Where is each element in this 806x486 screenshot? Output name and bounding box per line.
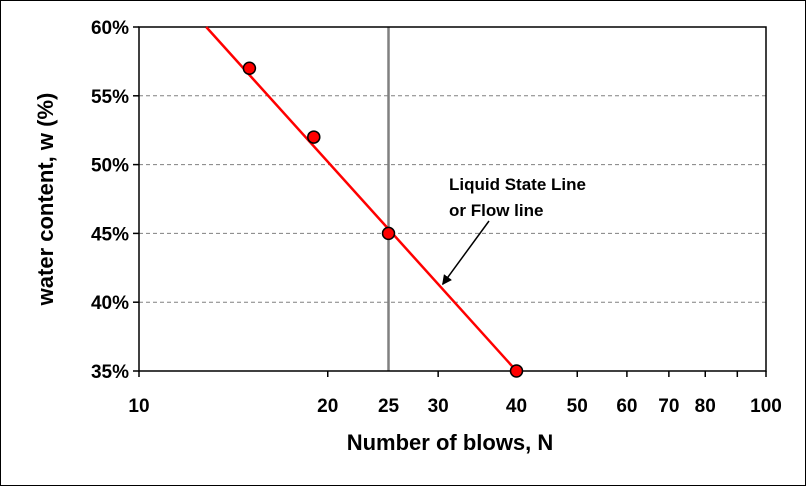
x-tick-label: 100: [750, 396, 782, 417]
x-tick-label: 80: [695, 396, 716, 417]
x-tick-label: 70: [658, 396, 679, 417]
y-tick-label: 55%: [91, 87, 129, 108]
annotation-line-1: Liquid State Line: [449, 175, 586, 194]
y-axis-title: water content, w (%): [33, 93, 58, 307]
x-tick-label-highlight: 25: [378, 396, 400, 417]
y-tick-label: 50%: [91, 156, 129, 177]
tick-layer: 35% 40% 45% 50% 55% 60% 10 20 30 40 50 60 70 80 100 25: [91, 18, 782, 417]
x-tick-label: 40: [506, 396, 527, 417]
flow-line: [205, 26, 518, 372]
data-point: [381, 226, 396, 241]
x-tick-label: 10: [128, 396, 149, 417]
data-point: [307, 130, 321, 144]
y-tick-label: 40%: [91, 293, 129, 314]
annotation-line-2: or Flow line: [449, 201, 543, 220]
y-tick-label: 60%: [91, 18, 129, 39]
y-tick-label: 45%: [91, 224, 129, 245]
x-tick-label: 60: [616, 396, 637, 417]
line-layer: [205, 26, 518, 372]
x-axis-title: Number of blows, N: [347, 430, 554, 455]
x-tick-label: 20: [317, 396, 338, 417]
data-point: [509, 364, 524, 378]
x-tick-label: 30: [428, 396, 449, 417]
point-layer: [242, 61, 524, 378]
data-point: [242, 61, 257, 76]
annotation-layer: Liquid State Line or Flow line: [442, 175, 586, 286]
x-tick-label: 50: [567, 396, 588, 417]
plot-area: [138, 26, 767, 372]
annotation-arrow: [442, 220, 490, 286]
y-tick-label: 35%: [91, 362, 129, 383]
